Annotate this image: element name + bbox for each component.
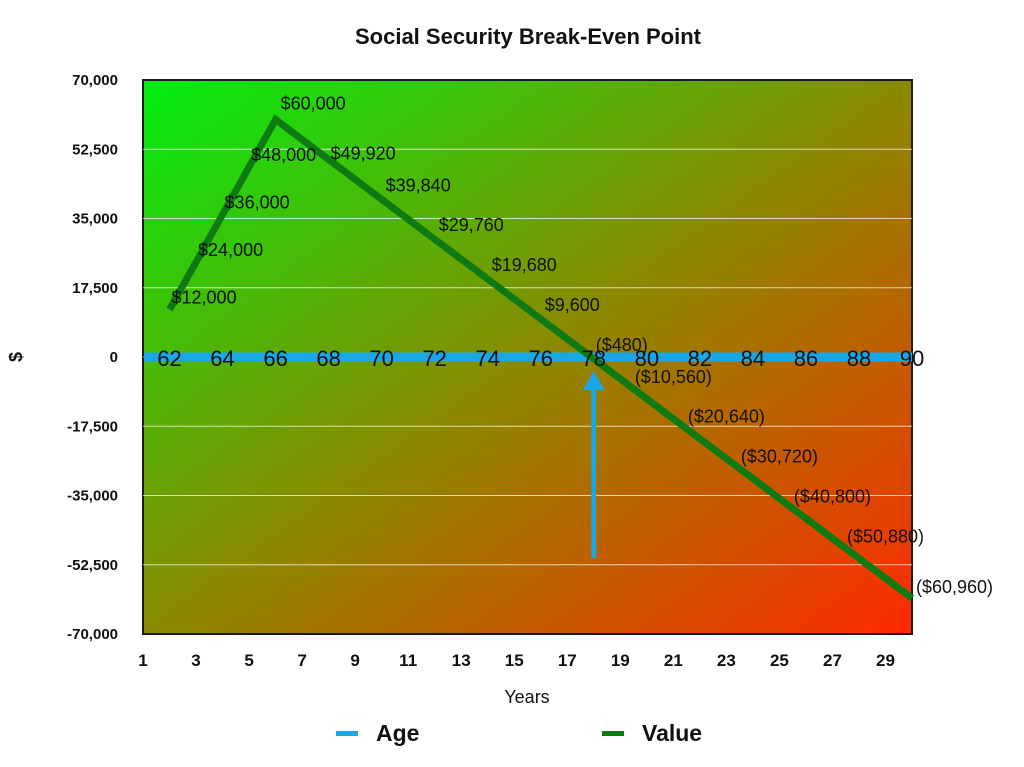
value-point-label: $19,680: [492, 255, 557, 275]
value-point-label: ($40,800): [794, 486, 871, 506]
x-tick-label: 17: [558, 651, 577, 670]
value-point-label: $12,000: [172, 288, 237, 308]
value-point-label: $48,000: [251, 145, 316, 165]
y-axis-title: $: [6, 352, 26, 362]
x-tick-label: 11: [399, 651, 417, 670]
y-axis-ticks: 70,000 52,500 35,000 17,500 0 -17,500 -35,000 -…: [67, 72, 118, 643]
y-tick-label: 17,500: [72, 280, 118, 297]
x-tick-label: 27: [823, 651, 842, 670]
y-tick-label: -35,000: [67, 488, 118, 505]
x-axis-title: Years: [504, 687, 549, 707]
value-point-label: $60,000: [281, 94, 346, 114]
value-point-label: $9,600: [545, 295, 600, 315]
legend-item-age: Age: [336, 720, 419, 747]
value-point-label: ($50,880): [847, 526, 924, 546]
y-tick-label: -70,000: [67, 626, 118, 643]
value-point-label: ($10,560): [635, 367, 712, 387]
data-labels: 62 64 66 68 70 72 74 76 78 80 82 84 86 88 90 $12,000 $24…: [157, 94, 993, 598]
age-point-label: 84: [741, 346, 765, 371]
y-tick-label: 52,500: [72, 141, 118, 158]
value-point-label: $49,920: [331, 143, 396, 163]
x-tick-label: 29: [876, 651, 895, 670]
value-point-label: $36,000: [225, 193, 290, 213]
chart-title: Social Security Break-Even Point: [354, 24, 702, 49]
x-tick-label: 13: [452, 651, 471, 670]
value-point-label: $29,760: [439, 215, 504, 235]
x-tick-label: 25: [770, 651, 789, 670]
age-point-label: 88: [847, 346, 871, 371]
age-point-label: 90: [900, 346, 924, 371]
age-legend-swatch-icon: [336, 731, 358, 736]
x-tick-label: 1: [138, 651, 147, 670]
x-tick-label: 15: [505, 651, 524, 670]
x-tick-label: 5: [244, 651, 253, 670]
y-tick-label: 0: [110, 349, 118, 366]
age-point-label: 78: [582, 346, 606, 371]
x-axis-ticks: 1 3 5 7 9 11 13 15 17 19 21 23 25 27 29: [138, 651, 895, 670]
y-tick-label: 70,000: [72, 72, 118, 89]
value-point-label: ($30,720): [741, 447, 818, 467]
y-tick-label: -52,500: [67, 557, 118, 574]
age-point-label: 62: [157, 346, 181, 371]
break-even-arrow: [582, 371, 605, 558]
age-point-label: 86: [794, 346, 818, 371]
legend-item-value: Value: [602, 720, 702, 747]
value-point-label: $39,840: [386, 175, 451, 195]
value-point-label: ($20,640): [688, 407, 765, 427]
legend-label-value: Value: [642, 720, 703, 746]
y-tick-label: -17,500: [67, 418, 118, 435]
age-point-label: 64: [210, 346, 234, 371]
x-tick-label: 23: [717, 651, 736, 670]
age-point-label: 80: [635, 346, 659, 371]
x-tick-label: 7: [297, 651, 306, 670]
value-series: [166, 114, 915, 602]
age-point-label: 70: [369, 346, 393, 371]
age-point-label: 76: [529, 346, 553, 371]
age-point-label: 82: [688, 346, 712, 371]
value-point-label: ($480): [596, 335, 648, 355]
y-tick-label: 35,000: [72, 211, 118, 228]
value-point-label: ($60,960): [916, 577, 993, 597]
x-tick-label: 21: [664, 651, 683, 670]
x-tick-label: 3: [191, 651, 200, 670]
value-legend-swatch-icon: [602, 731, 624, 736]
x-tick-label: 19: [611, 651, 630, 670]
value-point-label: $24,000: [198, 240, 263, 260]
age-point-label: 74: [475, 346, 499, 371]
age-point-label: 68: [316, 346, 340, 371]
x-tick-label: 9: [350, 651, 359, 670]
legend-label-age: Age: [376, 720, 420, 746]
age-point-label: 72: [422, 346, 446, 371]
age-point-label: 66: [263, 346, 287, 371]
